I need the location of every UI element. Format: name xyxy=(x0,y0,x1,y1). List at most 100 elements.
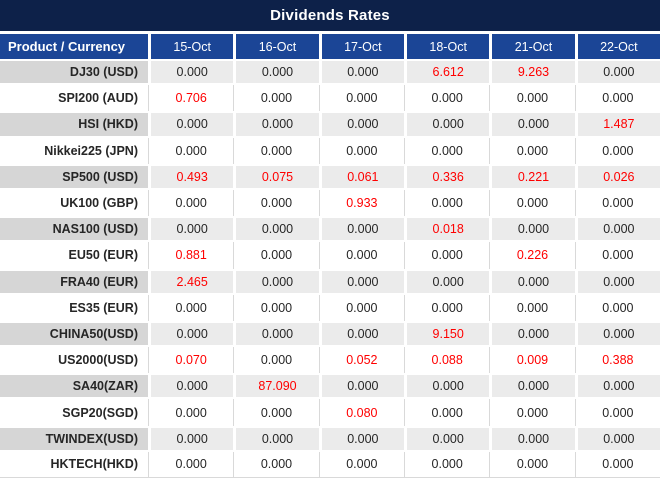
date-column-header: 21-Oct xyxy=(489,34,575,59)
value-cell: 0.000 xyxy=(489,268,575,295)
date-column-header: 16-Oct xyxy=(233,34,319,59)
value-cell: 0.000 xyxy=(318,85,404,112)
value-cell: 0.000 xyxy=(318,294,404,321)
product-cell: CHINA50(USD) xyxy=(0,320,148,348)
product-cell: FRA40 (EUR) xyxy=(0,268,148,295)
value-cell: 0.000 xyxy=(489,294,574,321)
product-cell: SP500 (USD) xyxy=(0,163,148,190)
value-cell: 0.000 xyxy=(574,189,660,217)
value-cell: 0.000 xyxy=(404,425,490,452)
value-cell: 0.000 xyxy=(148,399,233,426)
table-row: DJ30 (USD) 0.000 0.000 0.000 6.612 9.263 0.000 xyxy=(0,59,660,86)
value-cell: 0.000 xyxy=(318,451,404,478)
value-cell: 0.000 xyxy=(489,373,575,400)
value-cell: 0.000 xyxy=(233,399,318,426)
value-cell: 0.000 xyxy=(233,111,319,138)
table-row: EU50 (EUR) 0.881 0.000 0.000 0.000 0.226 0.000 xyxy=(0,242,660,269)
value-cell: 0.000 xyxy=(404,373,490,400)
value-cell: 0.000 xyxy=(574,373,660,400)
value-cell: 0.881 xyxy=(148,242,233,269)
value-cell: 0.000 xyxy=(148,137,233,164)
value-cell: 9.150 xyxy=(404,320,490,348)
value-cell: 0.000 xyxy=(148,425,234,452)
value-cell: 0.080 xyxy=(318,399,404,426)
value-cell: 0.000 xyxy=(574,294,660,321)
table-row: FRA40 (EUR) 2.465 0.000 0.000 0.000 0.000 0.00… xyxy=(0,268,660,295)
value-cell: 0.000 xyxy=(318,242,404,269)
value-cell: 0.000 xyxy=(318,320,404,348)
value-cell: 0.000 xyxy=(404,294,489,321)
value-cell: 0.000 xyxy=(489,137,574,164)
value-cell: 0.000 xyxy=(318,373,404,400)
product-cell: HKTECH(HKD) xyxy=(0,452,148,478)
value-cell: 0.000 xyxy=(574,85,660,112)
value-cell: 0.388 xyxy=(574,347,660,374)
value-cell: 0.000 xyxy=(148,320,234,348)
table-body: DJ30 (USD) 0.000 0.000 0.000 6.612 9.263 0.000… xyxy=(0,59,660,478)
date-column-header: 17-Oct xyxy=(318,34,404,59)
value-cell: 0.052 xyxy=(318,347,404,374)
value-cell: 87.090 xyxy=(233,373,319,400)
value-cell: 0.000 xyxy=(574,242,660,269)
table-row: NAS100 (USD) 0.000 0.000 0.000 0.018 0.000 0.0… xyxy=(0,216,660,243)
value-cell: 0.000 xyxy=(318,425,404,452)
product-cell: SPI200 (AUD) xyxy=(58,91,138,106)
value-cell: 9.263 xyxy=(489,59,575,86)
value-cell: 0.000 xyxy=(318,268,404,295)
value-cell: 0.226 xyxy=(489,242,574,269)
value-cell: 0.061 xyxy=(318,163,404,190)
value-cell: 0.018 xyxy=(404,216,490,243)
value-cell: 0.000 xyxy=(233,451,319,478)
value-cell: 0.000 xyxy=(148,189,233,217)
value-cell: 0.000 xyxy=(233,189,318,217)
value-cell: 1.487 xyxy=(574,111,660,138)
value-cell: 0.000 xyxy=(318,216,404,243)
value-cell: 0.000 xyxy=(574,59,660,86)
table-row: SPI200 (AUD) 0.706 0.000 0.000 0.000 0.000 0.0… xyxy=(0,85,660,112)
product-cell: UK100 (GBP) xyxy=(60,196,138,211)
value-cell: 0.000 xyxy=(404,451,490,478)
table-row: UK100 (GBP) 0.000 0.000 0.933 0.000 0.000 0.00… xyxy=(0,189,660,217)
value-cell: 0.000 xyxy=(233,85,318,112)
value-cell: 0.000 xyxy=(148,373,234,400)
product-cell: SA40(ZAR) xyxy=(0,373,148,400)
value-cell: 0.000 xyxy=(489,320,575,348)
value-cell: 0.000 xyxy=(404,268,490,295)
value-cell: 0.000 xyxy=(574,268,660,295)
value-cell: 0.026 xyxy=(574,163,660,190)
value-cell: 0.000 xyxy=(318,111,404,138)
value-cell: 0.000 xyxy=(404,111,490,138)
value-cell: 0.000 xyxy=(404,85,489,112)
product-cell: HSI (HKD) xyxy=(0,111,148,138)
value-cell: 0.336 xyxy=(404,163,490,190)
value-cell: 0.000 xyxy=(318,59,404,86)
value-cell: 0.000 xyxy=(404,189,489,217)
table-row: HSI (HKD) 0.000 0.000 0.000 0.000 0.000 1.487 xyxy=(0,111,660,138)
value-cell: 0.000 xyxy=(489,216,575,243)
value-cell: 0.493 xyxy=(148,163,234,190)
date-column-header: 22-Oct xyxy=(574,34,660,59)
value-cell: 0.221 xyxy=(489,163,575,190)
table-row: SP500 (USD) 0.493 0.075 0.061 0.336 0.221 0.02… xyxy=(0,163,660,190)
value-cell: 0.000 xyxy=(404,137,489,164)
table-row: US2000(USD) 0.070 0.000 0.052 0.088 0.009 0.38… xyxy=(0,347,660,374)
value-cell: 0.000 xyxy=(318,137,404,164)
value-cell: 0.000 xyxy=(148,294,233,321)
value-cell: 2.465 xyxy=(148,268,234,295)
value-cell: 0.075 xyxy=(233,163,319,190)
column-header-row: Product / Currency 15-Oct 16-Oct 17-Oct 18-… xyxy=(0,34,660,59)
date-column-header: 15-Oct xyxy=(148,34,234,59)
product-cell: NAS100 (USD) xyxy=(0,216,148,243)
value-cell: 0.000 xyxy=(574,425,660,452)
value-cell: 0.933 xyxy=(318,189,404,217)
value-cell: 0.000 xyxy=(489,111,575,138)
title-divider xyxy=(0,31,660,34)
product-cell: ES35 (EUR) xyxy=(69,300,138,315)
value-cell: 0.706 xyxy=(148,85,233,112)
value-cell: 0.000 xyxy=(233,268,319,295)
value-cell: 0.000 xyxy=(233,425,319,452)
value-cell: 0.000 xyxy=(489,189,574,217)
value-cell: 0.000 xyxy=(148,216,234,243)
value-cell: 0.009 xyxy=(489,347,574,374)
